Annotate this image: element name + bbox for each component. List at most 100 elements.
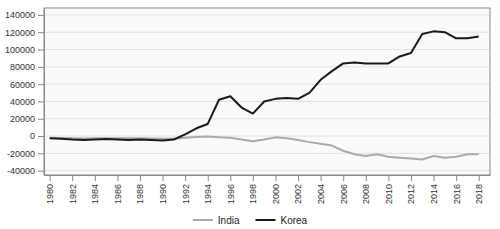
- legend-item: Korea: [256, 215, 308, 226]
- grid-line: [44, 84, 490, 85]
- y-tick-mark: [38, 101, 44, 102]
- y-tick: 100000: [5, 45, 44, 55]
- grid-line: [44, 170, 490, 171]
- x-tick: 2010: [384, 175, 394, 204]
- x-tick-mark: [366, 175, 367, 181]
- y-tick-label: -40000: [7, 166, 35, 176]
- x-tick-label: 2002: [293, 184, 303, 204]
- x-tick: 1984: [90, 175, 100, 204]
- y-tick: 140000: [5, 10, 44, 20]
- y-tick-label: 100000: [5, 45, 35, 55]
- x-tick: 2012: [406, 175, 416, 204]
- y-tick-label: 20000: [10, 114, 35, 124]
- plot: 1980 1982 1984 1986 1988 1990 1992 1994 1996 1998…: [5, 8, 491, 204]
- x-tick-label: 2000: [271, 184, 281, 204]
- x-tick: 2014: [429, 175, 439, 204]
- x-tick-label: 1980: [45, 184, 55, 204]
- x-tick: 1994: [203, 175, 213, 204]
- x-tick-mark: [50, 175, 51, 181]
- y-tick-mark: [38, 32, 44, 33]
- x-tick-label: 1992: [181, 184, 191, 204]
- x-tick: 1988: [135, 175, 145, 204]
- y-tick-mark: [38, 84, 44, 85]
- x-tick-mark: [117, 175, 118, 181]
- grid-line: [44, 49, 490, 50]
- y-tick-label: 40000: [10, 97, 35, 107]
- legend: India Korea: [193, 215, 308, 226]
- x-tick: 1992: [181, 175, 191, 204]
- x-tick-label: 2010: [384, 184, 394, 204]
- y-tick: 120000: [5, 28, 44, 38]
- y-tick-label: 140000: [5, 10, 35, 20]
- x-tick-mark: [275, 175, 276, 181]
- x-tick-label: 1994: [203, 184, 213, 204]
- grid-line: [44, 32, 490, 33]
- y-tick: 40000: [10, 97, 44, 107]
- x-tick: 2008: [361, 175, 371, 204]
- x-tick-mark: [140, 175, 141, 181]
- x-tick-label: 2018: [474, 184, 484, 204]
- x-tick-mark: [185, 175, 186, 181]
- x-tick-mark: [230, 175, 231, 181]
- x-tick-label: 1986: [113, 184, 123, 204]
- x-tick-mark: [298, 175, 299, 181]
- x-tick-mark: [411, 175, 412, 181]
- x-tick-mark: [434, 175, 435, 181]
- plot-background: [44, 8, 490, 175]
- legend-swatch: [193, 219, 213, 221]
- x-tick-label: 2006: [339, 184, 349, 204]
- y-tick-mark: [38, 171, 44, 172]
- x-tick-mark: [163, 175, 164, 181]
- grid-line: [44, 14, 490, 15]
- x-tick-mark: [321, 175, 322, 181]
- x-tick-mark: [253, 175, 254, 181]
- x-tick: 2016: [452, 175, 462, 204]
- y-tick-mark: [38, 119, 44, 120]
- y-tick-mark: [38, 153, 44, 154]
- y-axis: -40000 -20000 0 20000 40000 60000 80000 100000 1…: [5, 9, 45, 177]
- legend-swatch: [256, 219, 276, 221]
- x-tick-mark: [208, 175, 209, 181]
- y-tick: -40000: [7, 166, 44, 176]
- x-tick: 2006: [339, 175, 349, 204]
- plot-frame: [44, 8, 490, 175]
- chart: 1980 1982 1984 1986 1988 1990 1992 1994 1996 1998…: [0, 0, 500, 229]
- y-tick-mark: [38, 136, 44, 137]
- x-tick-mark: [479, 175, 480, 181]
- y-tick-mark: [38, 67, 44, 68]
- x-tick: 1990: [158, 175, 168, 204]
- grid-line: [44, 136, 490, 137]
- legend-label: India: [218, 215, 240, 226]
- x-tick: 2018: [474, 175, 484, 204]
- y-tick-mark: [38, 15, 44, 16]
- x-tick-label: 1998: [248, 184, 258, 204]
- y-tick-label: 120000: [5, 28, 35, 38]
- series-group: [50, 31, 479, 159]
- x-tick: 2002: [293, 175, 303, 204]
- y-tick-label: 0: [30, 131, 35, 141]
- legend-label: Korea: [281, 215, 308, 226]
- legend-item: India: [193, 215, 240, 226]
- y-tick-label: -20000: [7, 149, 35, 159]
- x-tick-label: 2012: [406, 184, 416, 204]
- x-tick-label: 1984: [90, 184, 100, 204]
- y-tick-label: 60000: [10, 80, 35, 90]
- x-tick-label: 1982: [68, 184, 78, 204]
- grid: [44, 15, 490, 171]
- x-tick: 2000: [271, 175, 281, 204]
- x-tick-mark: [72, 175, 73, 181]
- x-tick: 1986: [113, 175, 123, 204]
- y-tick: 20000: [10, 114, 44, 124]
- grid-line: [44, 66, 490, 67]
- x-tick: 1982: [68, 175, 78, 204]
- x-tick-mark: [343, 175, 344, 181]
- grid-line: [44, 153, 490, 154]
- x-tick: 1996: [226, 175, 236, 204]
- x-tick-label: 2014: [429, 184, 439, 204]
- x-tick: 1998: [248, 175, 258, 204]
- y-tick: 80000: [10, 62, 44, 72]
- x-tick-label: 2016: [452, 184, 462, 204]
- x-tick-label: 1996: [226, 184, 236, 204]
- x-tick: 1980: [45, 175, 55, 204]
- x-tick-mark: [95, 175, 96, 181]
